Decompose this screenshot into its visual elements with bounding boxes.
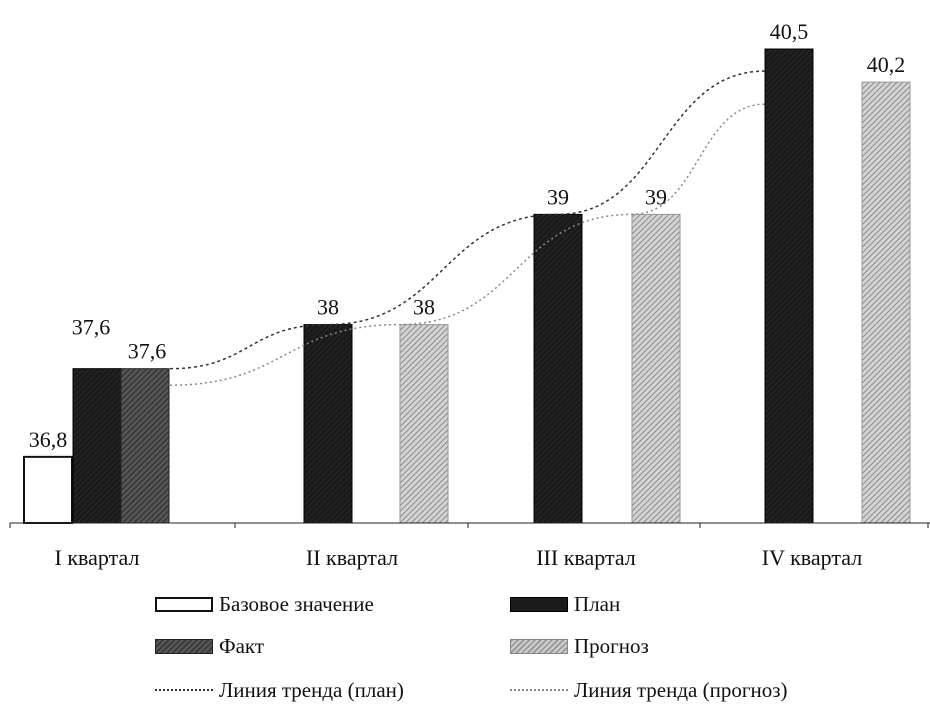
trend-layer — [169, 70, 766, 386]
legend-item-plan: План — [510, 592, 620, 616]
x-tick-label-q2: II квартал — [306, 545, 398, 570]
data-label-fact-q1: 37,6 — [128, 339, 167, 364]
data-label-prog-q3: 39 — [645, 184, 667, 209]
data-label-prog-q2: 38 — [413, 295, 435, 320]
x-tick-label-q3: III квартал — [536, 545, 636, 570]
data-label-plan-q4: 40,5 — [770, 19, 809, 44]
legend-item-trend-prog: Линия тренда (прогноз) — [510, 678, 788, 702]
legend-line-trend-prog — [510, 689, 568, 691]
legend-label-plan: План — [574, 591, 621, 616]
legend-swatch-base — [155, 596, 213, 612]
data-label-plan-q3: 39 — [547, 184, 569, 209]
trendline-forecast — [169, 103, 766, 386]
bar-prog-q4 — [861, 81, 911, 524]
data-label-plan-q2: 38 — [317, 295, 339, 320]
legend-label-prog: Прогноз — [574, 633, 649, 658]
legend-label-trend-prog: Линия тренда (прогноз) — [574, 677, 788, 702]
legend-item-prog: Прогноз — [510, 634, 649, 658]
bar-prog-q3 — [631, 213, 681, 524]
x-axis-ticks: I квартал II квартал III квартал IV квартал — [9, 523, 929, 570]
bar-plan-q2 — [303, 324, 353, 524]
legend-item-trend-plan: Линия тренда (план) — [155, 678, 404, 702]
bar-plan-q3 — [533, 213, 583, 524]
x-tick-label-q1: I квартал — [55, 545, 140, 570]
data-label-base-q1: 36,8 — [29, 427, 68, 452]
legend-item-base: Базовое значение — [155, 592, 374, 616]
bar-plan-q1 — [72, 368, 122, 524]
legend: Базовое значение План Факт Прогноз Линия… — [0, 588, 930, 711]
bars-layer — [23, 48, 911, 525]
data-label-plan-q1: 37,6 — [72, 315, 111, 340]
legend-label-trend-plan: Линия тренда (план) — [219, 677, 404, 702]
legend-swatch-fact — [155, 638, 213, 654]
legend-item-fact: Факт — [155, 634, 264, 658]
legend-swatch-prog — [510, 638, 568, 654]
legend-swatch-plan — [510, 596, 568, 612]
legend-label-base: Базовое значение — [219, 591, 374, 616]
x-tick-label-q4: IV квартал — [762, 545, 862, 570]
data-label-prog-q4: 40,2 — [867, 52, 906, 77]
bar-fact-q1 — [120, 368, 170, 524]
bar-base-q1 — [23, 455, 73, 525]
trendline-plan — [169, 70, 766, 370]
bar-plan-q4 — [764, 48, 814, 524]
labels-layer: 36,8 37,6 38 39 40,5 37,6 38 39 40,2 — [29, 19, 906, 452]
legend-line-trend-plan — [155, 689, 213, 691]
bar-prog-q2 — [399, 324, 449, 524]
chart-svg: 36,8 37,6 38 39 40,5 37,6 38 39 40,2 I квартал II… — [9, 19, 930, 570]
legend-label-fact: Факт — [219, 633, 265, 658]
